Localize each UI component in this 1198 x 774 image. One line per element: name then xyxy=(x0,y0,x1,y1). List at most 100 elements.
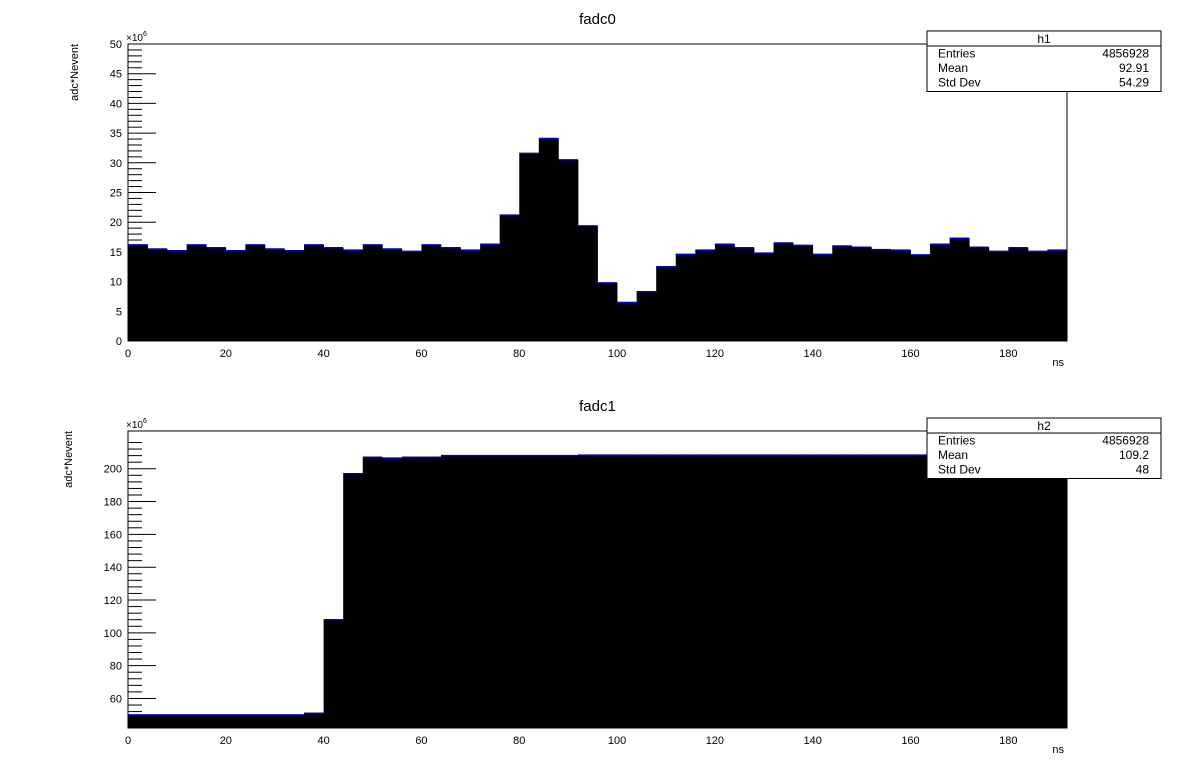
histogram-bar xyxy=(871,455,892,728)
y-tick-label: 50 xyxy=(110,39,122,51)
histogram-bar xyxy=(910,455,931,728)
stats-row-label: Entries xyxy=(938,47,975,61)
stats-row-value: 92.91 xyxy=(1119,61,1149,75)
histogram-bar xyxy=(695,455,716,728)
stats-row-value: 54.29 xyxy=(1119,76,1149,90)
x-tick-label: 140 xyxy=(804,735,822,747)
histogram-bar xyxy=(1047,455,1068,728)
y-tick-label: 180 xyxy=(104,497,122,509)
y-minor-ticks xyxy=(128,49,142,336)
histogram-bar xyxy=(186,714,207,728)
histogram-bar xyxy=(382,248,403,341)
stats-row-label: Std Dev xyxy=(938,463,981,477)
histogram-bar xyxy=(851,247,872,341)
y-tick-label: 160 xyxy=(104,529,122,541)
histogram-bar xyxy=(656,455,677,728)
stats-box: h2 Entries 4856928 Mean 109.2 Std Dev 48 xyxy=(926,417,1162,479)
x-tick-label: 0 xyxy=(125,348,131,360)
histogram-bar xyxy=(949,455,970,728)
histogram-panel-h2: fadc1 0 20 40 60 80 100 120 140 160 180 60 80 100 120 1… xyxy=(63,398,1162,756)
y-tick-label: 120 xyxy=(104,595,122,607)
histogram-bar xyxy=(480,455,501,728)
histogram-bar xyxy=(362,457,383,728)
histogram-title: fadc0 xyxy=(579,11,616,28)
x-tick-label: 100 xyxy=(608,735,626,747)
histogram-bar xyxy=(851,455,872,728)
histogram-bar xyxy=(421,457,442,728)
histogram-bar xyxy=(206,247,227,341)
y-tick-label: 15 xyxy=(110,247,122,259)
histogram-bar xyxy=(343,250,364,341)
histogram-bar xyxy=(1027,251,1048,341)
histogram-bar xyxy=(245,714,266,728)
y-tick-label: 30 xyxy=(110,158,122,170)
histogram-bar xyxy=(167,250,188,341)
histogram-bar xyxy=(284,250,305,341)
y-axis-multiplier: ×106 xyxy=(126,31,147,44)
histogram-bar xyxy=(284,714,305,728)
histogram-bar xyxy=(577,225,598,341)
histogram-bar xyxy=(714,455,735,728)
histogram-bars xyxy=(128,454,1068,728)
histogram-bar xyxy=(773,455,794,728)
histogram-bar xyxy=(1008,247,1029,341)
histogram-bar xyxy=(558,159,579,341)
histogram-bar xyxy=(617,302,638,341)
x-tick-label: 120 xyxy=(706,735,724,747)
histogram-bar xyxy=(558,455,579,728)
histogram-bar xyxy=(636,455,657,728)
stats-row-value: 109.2 xyxy=(1119,448,1149,462)
y-multiplier-base: ×10 xyxy=(126,33,143,44)
x-tick-label: 120 xyxy=(706,348,724,360)
stats-row-label: Std Dev xyxy=(938,76,981,90)
histogram-bars xyxy=(128,137,1068,341)
histogram-bar xyxy=(519,455,540,728)
histogram-bar xyxy=(264,248,285,341)
stats-row-value: 4856928 xyxy=(1102,434,1149,448)
histogram-bar xyxy=(890,250,911,341)
histogram-bar xyxy=(460,455,481,728)
histogram-bar xyxy=(714,244,735,341)
stats-box-name: h2 xyxy=(1037,419,1051,433)
histogram-bar xyxy=(128,244,148,341)
y-minor-ticks xyxy=(128,441,142,726)
y-tick-label: 25 xyxy=(110,188,122,200)
stats-box: h1 Entries 4856928 Mean 92.91 Std Dev 54.29 xyxy=(926,30,1162,92)
y-axis-label: adc*Nevent xyxy=(69,44,81,101)
histogram-bar xyxy=(793,245,814,341)
histogram-bar xyxy=(675,455,696,728)
x-minor-ticks xyxy=(151,723,1058,728)
x-tick-label: 180 xyxy=(999,348,1017,360)
histogram-bar xyxy=(480,244,501,341)
histogram-bar xyxy=(832,245,853,341)
histogram-bar xyxy=(1027,455,1048,728)
histogram-bar xyxy=(695,250,716,341)
histogram-bar xyxy=(167,714,188,728)
histogram-bar xyxy=(460,250,481,341)
histogram-bar xyxy=(343,473,364,728)
y-tick-label: 60 xyxy=(110,693,122,705)
y-tick-label: 5 xyxy=(116,306,122,318)
x-tick-label: 100 xyxy=(608,348,626,360)
histogram-bar xyxy=(206,714,227,728)
x-tick-label: 160 xyxy=(901,735,919,747)
histogram-bar xyxy=(441,247,461,341)
histogram-bar xyxy=(577,455,598,728)
histogram-bar xyxy=(147,248,168,341)
histogram-bar xyxy=(128,714,148,728)
stats-row-value: 4856928 xyxy=(1102,47,1149,61)
stats-box-frame xyxy=(926,30,1162,92)
histogram-bar xyxy=(597,282,618,341)
histogram-bar xyxy=(969,247,990,341)
histogram-bar xyxy=(734,247,755,341)
histogram-panel-h1: fadc0 0 20 40 60 80 100 120 140 160 180 0 5 10 15 20 25 3… xyxy=(69,11,1162,369)
histogram-bar xyxy=(910,254,931,341)
x-tick-label: 80 xyxy=(513,735,525,747)
x-tick-label: 180 xyxy=(999,735,1017,747)
histogram-bar xyxy=(401,457,422,728)
histogram-bar xyxy=(754,455,774,728)
y-tick-label: 140 xyxy=(104,562,122,574)
histogram-bar xyxy=(362,244,383,341)
histogram-bar xyxy=(519,153,540,341)
